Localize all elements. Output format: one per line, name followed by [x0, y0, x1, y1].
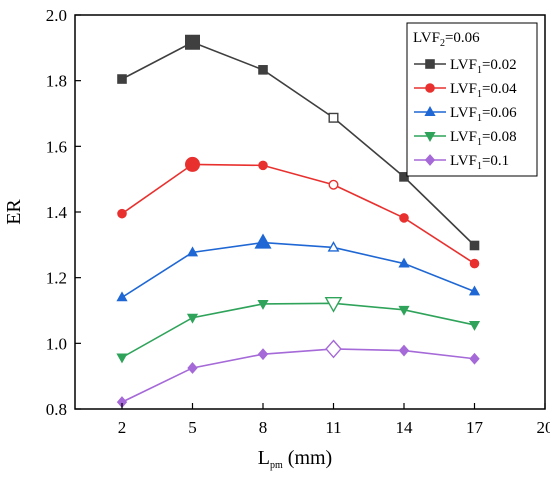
x-axis-title-main: L — [258, 447, 270, 469]
y-tick-label: 1.0 — [46, 334, 67, 353]
data-point — [325, 339, 342, 359]
legend-marker — [424, 106, 436, 116]
x-tick-label: 2 — [118, 418, 127, 437]
data-point — [116, 353, 128, 364]
series-line — [121, 163, 475, 265]
legend-label-value: =0.04 — [482, 81, 517, 97]
series-line — [121, 241, 475, 299]
x-tick-label: 5 — [188, 418, 197, 437]
data-point — [324, 296, 343, 313]
y-tick-label: 1.4 — [46, 203, 68, 222]
ticks-layer: 2 5 8 11 14 17 200.81.01.21.41.61.82.0 — [46, 6, 550, 437]
x-tick-label: 8 — [259, 418, 268, 437]
data-point — [185, 156, 200, 172]
legend-label-main: LVF — [450, 81, 477, 97]
legend-label: LVF1=0.1 — [450, 153, 509, 172]
data-point — [117, 208, 127, 219]
x-tick-label: 20 — [537, 418, 550, 437]
legend-marker — [425, 83, 435, 93]
legend-label-main: LVF — [450, 57, 477, 73]
x-axis-title: Lpm (mm) — [258, 447, 332, 471]
series-1 — [117, 34, 480, 251]
legend-label-value: =0.02 — [482, 57, 517, 73]
data-point — [398, 257, 410, 268]
data-point — [327, 241, 340, 252]
data-point — [257, 299, 269, 310]
legend-label-sub: 1 — [477, 161, 482, 172]
legend-label-sub: 1 — [477, 137, 482, 148]
x-axis-title-sub: pm — [270, 460, 283, 471]
legend: LVF2=0.06 LVF1=0.02LVF1=0.04LVF1=0.06LVF… — [406, 22, 538, 177]
y-tick-label: 0.8 — [46, 400, 67, 419]
data-point — [185, 34, 200, 50]
data-point — [468, 285, 481, 296]
y-axis-title: ER — [3, 199, 25, 225]
data-point — [399, 172, 409, 182]
legend-label: LVF1=0.06 — [450, 105, 517, 124]
data-point — [254, 233, 272, 249]
legend-label: LVF1=0.08 — [450, 129, 517, 148]
data-point — [399, 213, 409, 223]
legend-label-value: =0.1 — [482, 153, 509, 169]
series-layer — [116, 34, 481, 409]
legend-entry: LVF1=0.08 — [414, 129, 517, 148]
legend-title-value: =0.06 — [445, 30, 480, 46]
data-point — [469, 352, 480, 365]
legend-label-sub: 1 — [477, 89, 482, 100]
legend-marker — [424, 154, 436, 166]
series-line — [121, 348, 475, 403]
y-tick-label: 1.6 — [46, 137, 67, 156]
y-tick-label: 2.0 — [46, 6, 67, 25]
series-line — [121, 41, 476, 247]
legend-label: LVF1=0.04 — [450, 81, 517, 100]
data-point — [328, 112, 339, 123]
legend-label-value: =0.06 — [482, 105, 517, 121]
data-point — [398, 305, 410, 316]
x-tick-label: 14 — [396, 418, 414, 437]
legend-title-main: LVF — [413, 30, 440, 46]
legend-label-sub: 1 — [477, 65, 482, 76]
legend-marker — [425, 59, 435, 69]
data-point — [328, 179, 339, 190]
legend-label-value: =0.08 — [482, 129, 517, 145]
legend-label-main: LVF — [450, 105, 477, 121]
legend-entry: LVF1=0.1 — [414, 153, 509, 172]
data-point — [469, 240, 480, 251]
data-point — [116, 291, 128, 302]
legend-entry: LVF1=0.02 — [414, 57, 517, 76]
legend-box — [406, 22, 538, 177]
series-5 — [116, 339, 480, 409]
data-point — [257, 348, 269, 361]
series-line — [121, 302, 475, 359]
x-axis-title-unit: (mm) — [283, 447, 332, 469]
data-point — [398, 344, 410, 357]
x-tick-label: 11 — [325, 418, 341, 437]
legend-label-main: LVF — [450, 129, 477, 145]
data-point — [258, 160, 268, 171]
y-tick-label: 1.8 — [46, 72, 67, 91]
data-point — [469, 258, 480, 269]
data-point — [468, 321, 481, 331]
legend-title-sub: 2 — [440, 38, 445, 49]
series-3 — [116, 233, 481, 302]
data-point — [117, 74, 127, 84]
legend-label-main: LVF — [450, 153, 477, 169]
legend-label-sub: 1 — [477, 113, 482, 124]
series-2 — [117, 156, 480, 269]
y-tick-label: 1.2 — [46, 269, 67, 288]
series-4 — [116, 296, 481, 364]
legend-entry: LVF1=0.04 — [414, 81, 517, 100]
legend-entries: LVF1=0.02LVF1=0.04LVF1=0.06LVF1=0.08LVF1… — [414, 57, 517, 172]
legend-label: LVF1=0.02 — [450, 57, 517, 76]
data-point — [258, 65, 268, 75]
legend-title: LVF2=0.06 — [413, 30, 480, 49]
legend-marker — [424, 132, 436, 142]
data-point — [186, 313, 199, 324]
x-tick-label: 17 — [466, 418, 484, 437]
legend-entry: LVF1=0.06 — [414, 105, 517, 124]
data-point — [186, 246, 199, 257]
data-point — [187, 362, 198, 374]
